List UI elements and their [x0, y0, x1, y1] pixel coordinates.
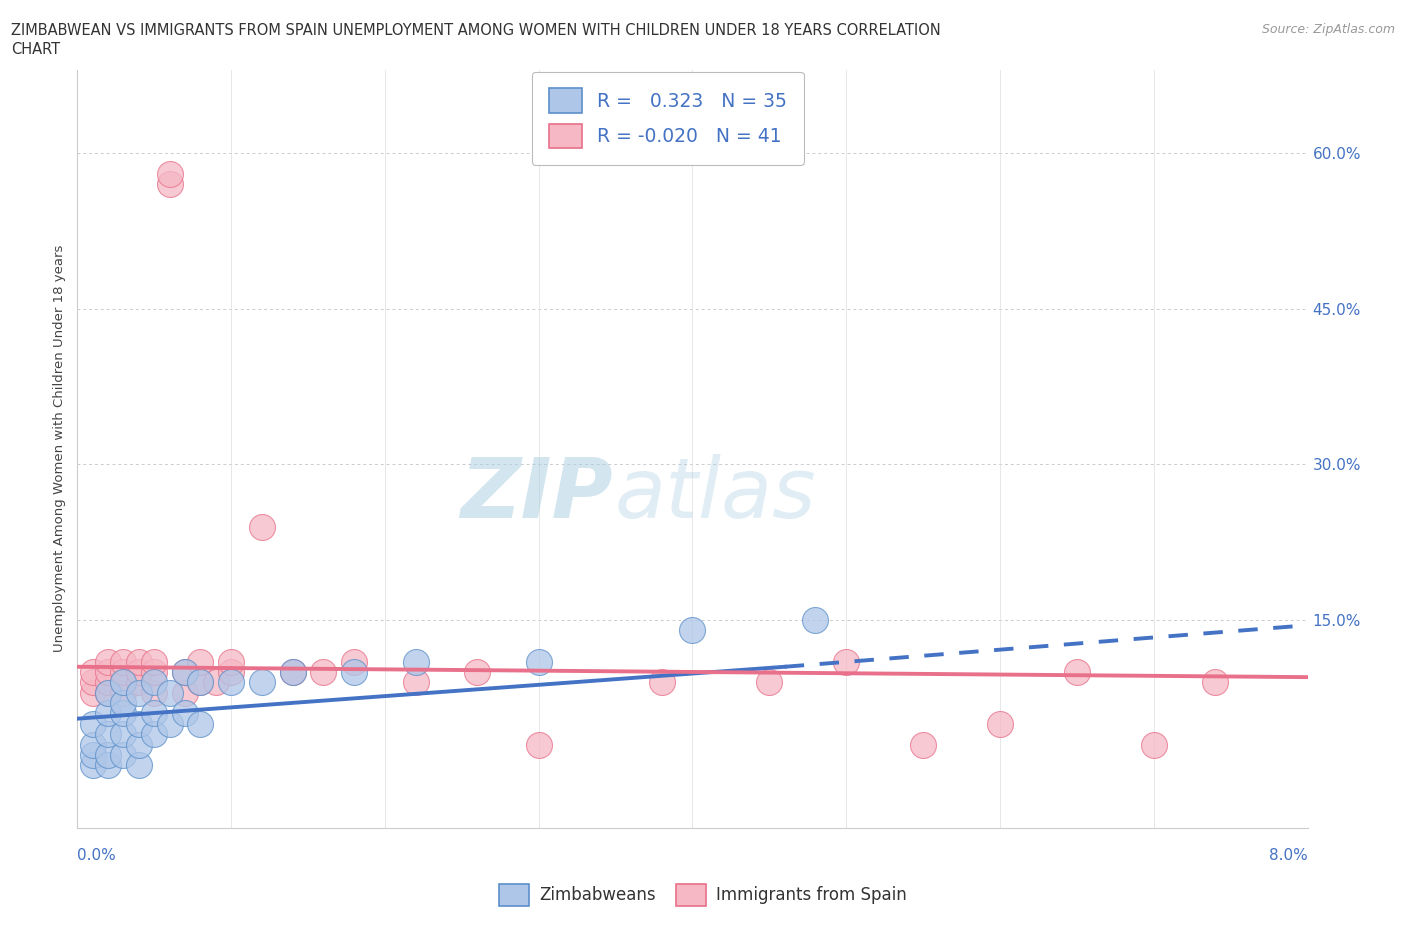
Point: [343, 665, 366, 680]
Point: [112, 727, 135, 742]
Point: [682, 623, 704, 638]
Point: [758, 675, 780, 690]
Point: [128, 675, 150, 690]
Point: [128, 665, 150, 680]
Point: [188, 675, 212, 690]
Point: [250, 675, 273, 690]
Point: [159, 716, 181, 731]
Point: [912, 737, 935, 752]
Text: atlas: atlas: [614, 454, 817, 535]
Point: [1204, 675, 1226, 690]
Point: [128, 685, 150, 700]
Point: [97, 665, 120, 680]
Point: [835, 654, 858, 669]
Point: [174, 685, 197, 700]
Point: [128, 716, 150, 731]
Point: [112, 685, 135, 700]
Point: [112, 675, 135, 690]
Legend: R =   0.323   N = 35, R = -0.020   N = 41: R = 0.323 N = 35, R = -0.020 N = 41: [531, 72, 804, 165]
Point: [219, 675, 242, 690]
Point: [527, 737, 550, 752]
Point: [112, 675, 135, 690]
Point: [97, 748, 120, 763]
Point: [1066, 665, 1088, 680]
Point: [651, 675, 673, 690]
Point: [174, 665, 197, 680]
Point: [174, 706, 197, 721]
Point: [82, 737, 104, 752]
Point: [97, 758, 120, 773]
Point: [82, 758, 104, 773]
Point: [112, 748, 135, 763]
Point: [128, 654, 150, 669]
Point: [112, 654, 135, 669]
Point: [112, 696, 135, 711]
Y-axis label: Unemployment Among Women with Children Under 18 years: Unemployment Among Women with Children U…: [53, 245, 66, 653]
Text: ZIP: ZIP: [460, 454, 613, 535]
Point: [527, 654, 550, 669]
Point: [405, 675, 427, 690]
Point: [219, 665, 242, 680]
Point: [82, 748, 104, 763]
Point: [97, 727, 120, 742]
Point: [343, 654, 366, 669]
Point: [143, 706, 166, 721]
Point: [97, 675, 120, 690]
Point: [143, 685, 166, 700]
Text: CHART: CHART: [11, 42, 60, 57]
Point: [174, 665, 197, 680]
Text: Source: ZipAtlas.com: Source: ZipAtlas.com: [1261, 23, 1395, 36]
Point: [143, 654, 166, 669]
Point: [97, 654, 120, 669]
Point: [143, 665, 166, 680]
Point: [281, 665, 304, 680]
Point: [82, 665, 104, 680]
Point: [82, 685, 104, 700]
Point: [143, 675, 166, 690]
Text: 8.0%: 8.0%: [1268, 848, 1308, 863]
Point: [988, 716, 1011, 731]
Point: [188, 654, 212, 669]
Point: [159, 166, 181, 181]
Point: [405, 654, 427, 669]
Point: [82, 675, 104, 690]
Point: [465, 665, 488, 680]
Point: [159, 177, 181, 192]
Text: ZIMBABWEAN VS IMMIGRANTS FROM SPAIN UNEMPLOYMENT AMONG WOMEN WITH CHILDREN UNDER: ZIMBABWEAN VS IMMIGRANTS FROM SPAIN UNEM…: [11, 23, 941, 38]
Point: [188, 675, 212, 690]
Point: [97, 706, 120, 721]
Point: [204, 675, 226, 690]
Point: [97, 685, 120, 700]
Legend: Zimbabweans, Immigrants from Spain: Zimbabweans, Immigrants from Spain: [492, 878, 914, 912]
Point: [281, 665, 304, 680]
Point: [804, 613, 827, 628]
Point: [112, 706, 135, 721]
Point: [97, 685, 120, 700]
Point: [128, 737, 150, 752]
Point: [143, 727, 166, 742]
Point: [159, 685, 181, 700]
Point: [250, 519, 273, 534]
Text: 0.0%: 0.0%: [77, 848, 117, 863]
Point: [1143, 737, 1166, 752]
Point: [112, 665, 135, 680]
Point: [219, 654, 242, 669]
Point: [188, 716, 212, 731]
Point: [312, 665, 335, 680]
Point: [82, 716, 104, 731]
Point: [128, 758, 150, 773]
